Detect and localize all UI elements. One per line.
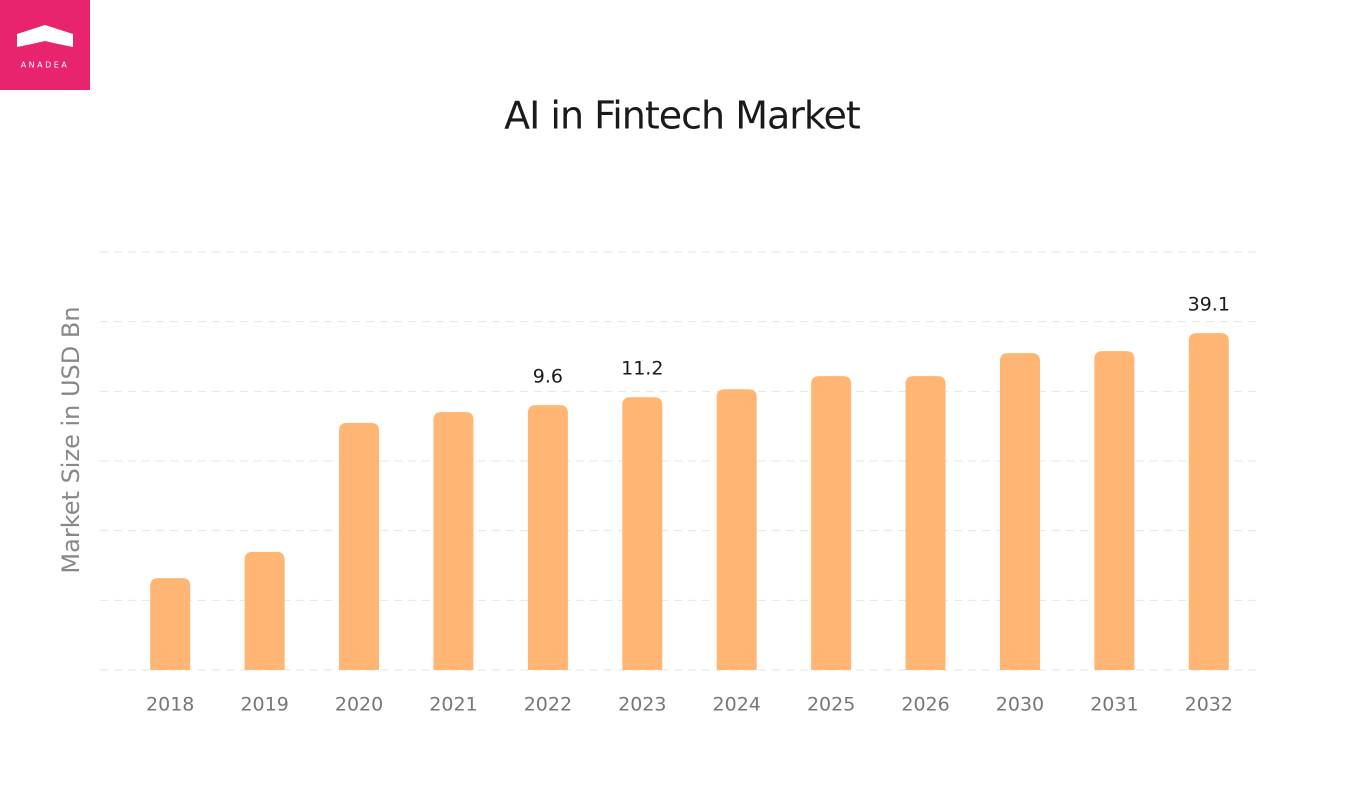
x-tick-label: 2026 [901, 694, 949, 716]
bar [150, 578, 191, 670]
x-tick-label: 2032 [1185, 694, 1233, 716]
bar [1094, 351, 1135, 670]
y-axis-label: Market Size in USD Bn [57, 306, 85, 573]
logo-mark [17, 25, 73, 47]
chart-title: AI in Fintech Market [504, 94, 860, 138]
x-tick-label: 2022 [524, 694, 572, 716]
bar [527, 405, 568, 670]
bar [622, 397, 663, 670]
bar [1188, 333, 1229, 670]
bar [716, 389, 757, 670]
value-label: 9.6 [533, 366, 563, 388]
x-tick-label: 2020 [335, 694, 383, 716]
x-tick-label: 2023 [618, 694, 666, 716]
value-label: 39.1 [1188, 294, 1230, 316]
x-tick-label: 2024 [713, 694, 761, 716]
x-tick-label: 2031 [1090, 694, 1138, 716]
x-tick-label: 2018 [146, 694, 194, 716]
x-tick-label: 2030 [996, 694, 1044, 716]
bar [244, 551, 285, 670]
value-label: 11.2 [621, 358, 663, 380]
x-tick-label: 2021 [429, 694, 477, 716]
bar [339, 422, 380, 670]
x-tick-label: 2025 [807, 694, 855, 716]
x-tick-label: 2019 [240, 694, 288, 716]
bar [811, 376, 852, 670]
bar [999, 353, 1040, 670]
logo-text: ANADEA [21, 61, 70, 70]
logo-box [0, 0, 90, 90]
bar [905, 376, 946, 670]
bar [433, 412, 474, 670]
